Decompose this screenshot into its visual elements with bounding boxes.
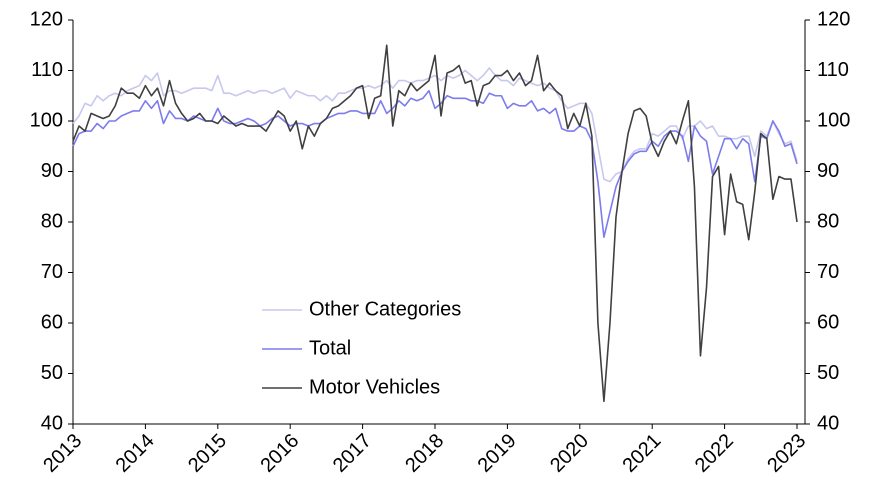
series-line — [72, 44, 798, 403]
x-tick-label: 2016 — [256, 430, 303, 477]
y-tick-label: 80 — [41, 210, 63, 232]
y2-tick-label: 50 — [817, 362, 839, 384]
y2-tick-label: 120 — [817, 8, 850, 30]
legend-label: Other Categories — [309, 298, 461, 320]
y-tick-label: 90 — [41, 160, 63, 182]
y-tick-label: 110 — [31, 59, 63, 81]
y-tick-label: 100 — [30, 109, 63, 131]
y-tick-label: 40 — [41, 412, 63, 434]
x-tick-label: 2022 — [691, 430, 738, 477]
y2-tick-label: 70 — [817, 261, 839, 283]
x-tick-label: 2023 — [763, 430, 810, 477]
x-tick-label: 2018 — [401, 430, 448, 477]
y2-tick-label: 80 — [817, 210, 839, 232]
y2-tick-label: 40 — [817, 412, 839, 434]
x-tick-label: 2019 — [474, 430, 521, 477]
y-tick-label: 60 — [41, 311, 63, 333]
y-tick-label: 50 — [41, 362, 63, 384]
y-tick-label: 120 — [30, 8, 63, 30]
legend-label: Motor Vehicles — [309, 376, 440, 398]
y2-tick-label: 60 — [817, 311, 839, 333]
x-tick-label: 2015 — [184, 430, 231, 477]
x-tick-label: 2020 — [546, 430, 593, 477]
x-tick-label: 2017 — [329, 430, 376, 477]
x-tick-label: 2014 — [112, 430, 159, 477]
series-line — [72, 89, 798, 238]
x-tick-label: 2021 — [618, 430, 665, 477]
y2-tick-label: 100 — [817, 109, 850, 131]
legend-label: Total — [309, 337, 351, 359]
y-tick-label: 70 — [41, 261, 63, 283]
x-tick-label: 2013 — [39, 430, 86, 477]
series-line — [72, 67, 798, 183]
y2-tick-label: 110 — [817, 59, 849, 81]
y2-tick-label: 90 — [817, 160, 839, 182]
